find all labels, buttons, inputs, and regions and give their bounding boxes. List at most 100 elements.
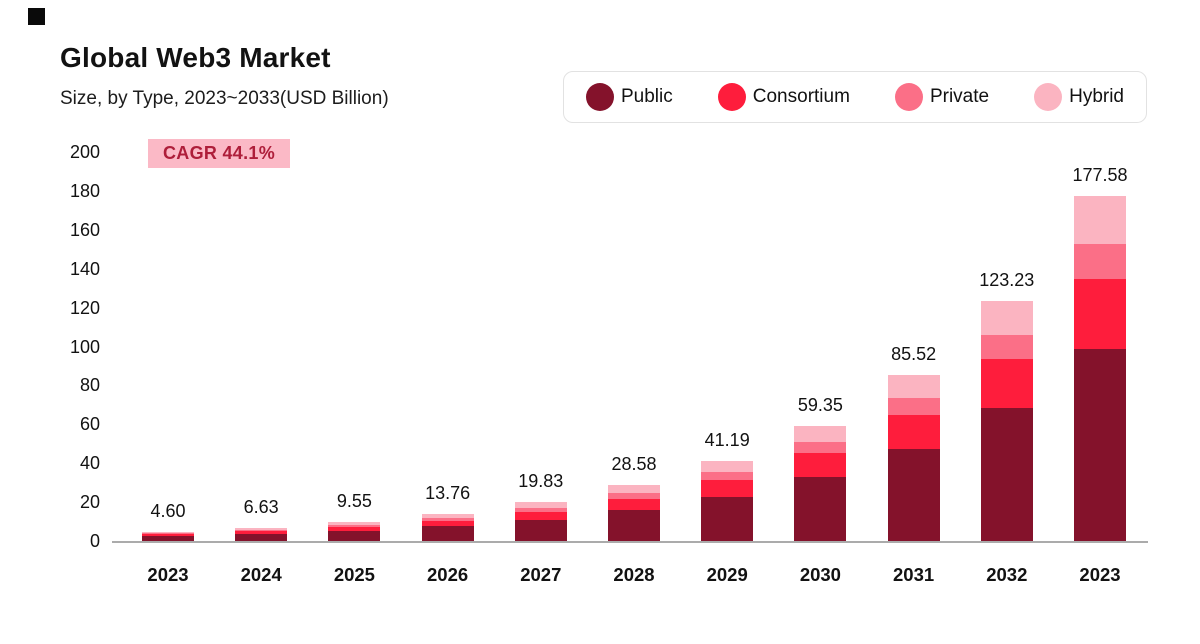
bar-segment-public	[142, 536, 194, 541]
y-tick-label: 180	[69, 180, 100, 201]
bar-segment-public	[794, 476, 847, 541]
bar-segment-consortium	[1074, 278, 1126, 350]
bar-2030-7	[794, 425, 847, 541]
bar-segment-public	[421, 526, 474, 541]
bar-segment-public	[608, 510, 660, 541]
bar-segment-hybrid	[514, 502, 567, 508]
y-tick-label: 40	[79, 453, 100, 474]
bar-segment-hybrid	[328, 522, 381, 525]
bar-segment-hybrid	[980, 301, 1033, 335]
bar-segment-private	[794, 441, 847, 454]
x-tick-label: 2027	[520, 564, 562, 585]
bar-segment-private	[980, 334, 1033, 359]
bar-total-label: 28.58	[611, 454, 657, 475]
chart-subtitle: Size, by Type, 2023~2033(USD Billion)	[60, 88, 389, 109]
bar-segment-private	[421, 517, 474, 521]
bar-segment-public	[328, 530, 381, 541]
legend-swatch-private	[894, 83, 923, 111]
bar-segment-public	[1074, 349, 1126, 541]
bar-segment-private	[887, 397, 940, 415]
bar-total-label: 59.35	[797, 394, 843, 415]
bar-segment-public	[701, 496, 754, 541]
bar-segment-public	[887, 448, 940, 541]
bar-segment-consortium	[608, 498, 660, 511]
y-tick-label: 120	[69, 297, 100, 318]
y-tick-label: 140	[69, 258, 100, 279]
x-tick-label: 2030	[799, 564, 841, 585]
bar-2026-3	[421, 514, 474, 541]
bar-segment-hybrid	[235, 528, 288, 530]
bar-segment-private	[514, 507, 567, 512]
x-tick-label: 2028	[613, 564, 655, 585]
bar-segment-private	[1074, 243, 1126, 279]
legend-item-consortium: Consortium	[717, 83, 850, 111]
bar-segment-hybrid	[887, 374, 940, 398]
x-tick-label: 2023	[147, 564, 189, 585]
x-tick-label: 2023	[1079, 564, 1121, 585]
y-tick-label: 20	[79, 492, 100, 513]
bar-segment-consortium	[980, 358, 1033, 408]
legend-swatch-consortium	[717, 83, 746, 111]
bar-total-label: 6.63	[243, 497, 279, 518]
bar-2029-6	[701, 460, 754, 541]
bar-2027-4	[514, 502, 567, 541]
bar-2023-10	[1074, 195, 1126, 541]
bar-segment-hybrid	[1074, 195, 1126, 244]
y-tick-label: 0	[89, 531, 100, 551]
x-tick-label: 2026	[427, 564, 469, 585]
bar-segment-private	[328, 525, 381, 527]
bar-total-label: 19.83	[518, 471, 564, 492]
x-tick-label: 2031	[893, 564, 935, 585]
legend-item-private: Private	[894, 83, 989, 111]
bar-total-label: 41.19	[704, 429, 750, 450]
bar-total-label: 4.60	[150, 501, 186, 522]
legend-swatch-hybrid	[1034, 83, 1063, 111]
bar-2032-9	[980, 301, 1033, 541]
y-tick-label: 60	[79, 414, 100, 435]
legend-item-hybrid: Hybrid	[1034, 83, 1124, 111]
y-tick-label: 160	[69, 219, 100, 240]
bar-segment-public	[514, 519, 567, 541]
legend-label: Consortium	[752, 86, 850, 107]
bar-segment-hybrid	[794, 425, 847, 442]
bar-total-label: 13.76	[425, 483, 471, 504]
cagr-badge: CAGR 44.1%	[148, 139, 291, 168]
bar-segment-hybrid	[608, 485, 660, 494]
y-tick-label: 80	[79, 375, 100, 396]
bar-2025-2	[328, 522, 381, 541]
bar-total-label: 9.55	[336, 491, 372, 512]
bar-2023-0	[142, 532, 194, 541]
x-tick-label: 2032	[986, 564, 1028, 585]
bar-segment-consortium	[421, 520, 474, 527]
bar-2031-8	[887, 374, 940, 541]
bar-segment-private	[142, 533, 194, 535]
bar-segment-consortium	[328, 526, 381, 531]
x-tick-label: 2029	[706, 564, 748, 585]
x-tick-label: 2024	[240, 564, 282, 585]
legend-label: Hybrid	[1069, 86, 1124, 107]
bar-2024-1	[235, 528, 288, 541]
bar-total-label: 177.58	[1072, 164, 1128, 185]
bar-segment-consortium	[514, 511, 567, 520]
bar-total-label: 123.23	[979, 270, 1035, 291]
bar-segment-public	[235, 533, 288, 541]
chart-title: Global Web3 Market	[60, 42, 331, 73]
bar-segment-hybrid	[421, 514, 474, 518]
legend-swatch-public	[586, 83, 614, 111]
bar-segment-private	[235, 529, 288, 532]
legend-label: Public	[621, 86, 673, 107]
bar-segment-consortium	[701, 480, 754, 497]
bar-2028-5	[608, 485, 660, 541]
bar-segment-hybrid	[142, 532, 194, 534]
legend-item-public: Public	[586, 83, 673, 111]
bar-segment-consortium	[794, 453, 847, 477]
bar-segment-private	[608, 493, 660, 499]
bar-total-label: 85.52	[891, 343, 937, 364]
decorative-square	[28, 8, 45, 25]
bar-segment-consortium	[142, 534, 194, 537]
bar-segment-public	[980, 407, 1033, 541]
bar-segment-consortium	[887, 414, 940, 449]
bar-segment-consortium	[235, 531, 288, 534]
